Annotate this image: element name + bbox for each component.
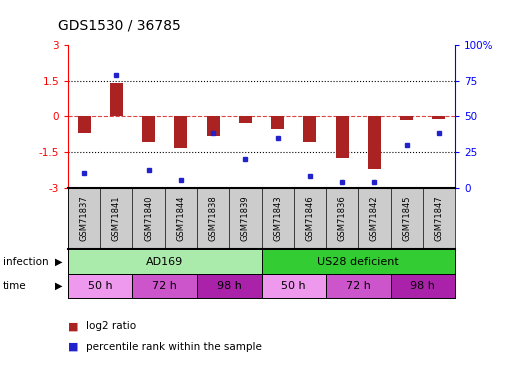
Text: 50 h: 50 h (281, 281, 306, 291)
Text: GDS1530 / 36785: GDS1530 / 36785 (58, 19, 180, 33)
Text: percentile rank within the sample: percentile rank within the sample (86, 342, 262, 352)
Text: ▶: ▶ (55, 256, 62, 267)
Text: 98 h: 98 h (411, 281, 435, 291)
Text: 50 h: 50 h (88, 281, 112, 291)
Text: 72 h: 72 h (152, 281, 177, 291)
Bar (336, 116, 348, 158)
Text: GSM71836: GSM71836 (338, 196, 347, 242)
Bar (197, 274, 262, 298)
Bar (68, 274, 132, 298)
Text: GSM71847: GSM71847 (435, 196, 444, 241)
Text: GSM71846: GSM71846 (305, 196, 314, 241)
Text: GSM71841: GSM71841 (112, 196, 121, 241)
Bar (132, 274, 197, 298)
Bar (142, 116, 155, 142)
Text: AD169: AD169 (146, 256, 184, 267)
Text: 72 h: 72 h (346, 281, 371, 291)
Text: US28 deficient: US28 deficient (317, 256, 399, 267)
Bar (110, 83, 123, 116)
Text: GSM71838: GSM71838 (209, 196, 218, 242)
Text: 98 h: 98 h (217, 281, 242, 291)
Text: GSM71840: GSM71840 (144, 196, 153, 241)
Bar (368, 116, 381, 168)
Text: ▶: ▶ (55, 281, 62, 291)
Bar (391, 274, 455, 298)
Text: ■: ■ (68, 321, 78, 331)
Text: GSM71845: GSM71845 (402, 196, 411, 241)
Bar (262, 249, 455, 274)
Bar (271, 116, 284, 129)
Bar (78, 116, 90, 133)
Bar (400, 116, 413, 120)
Text: infection: infection (3, 256, 48, 267)
Bar (433, 116, 445, 118)
Text: GSM71839: GSM71839 (241, 196, 250, 241)
Bar (68, 249, 262, 274)
Bar (239, 116, 252, 123)
Text: ■: ■ (68, 342, 78, 352)
Bar (262, 274, 326, 298)
Text: GSM71842: GSM71842 (370, 196, 379, 241)
Text: time: time (3, 281, 26, 291)
Bar (175, 116, 187, 148)
Text: GSM71844: GSM71844 (176, 196, 185, 241)
Bar (303, 116, 316, 142)
Bar (207, 116, 220, 136)
Text: GSM71837: GSM71837 (79, 196, 88, 242)
Text: GSM71843: GSM71843 (273, 196, 282, 241)
Bar (326, 274, 391, 298)
Text: log2 ratio: log2 ratio (86, 321, 137, 331)
